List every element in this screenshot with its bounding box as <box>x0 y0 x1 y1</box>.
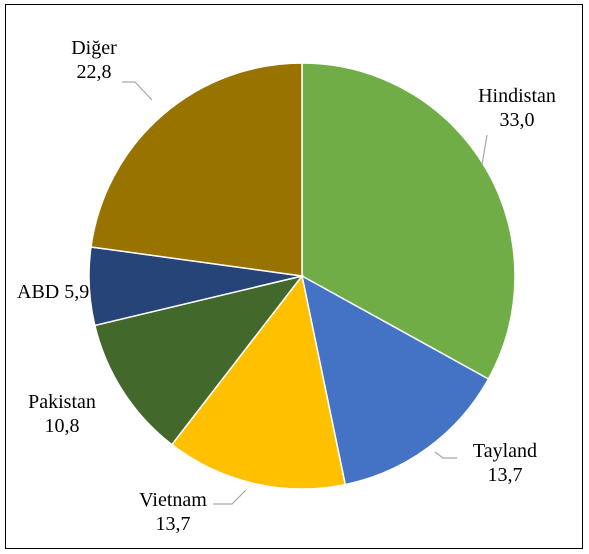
slice-name: Tayland <box>473 440 537 462</box>
slice-value: 13,7 <box>156 513 191 535</box>
slice-label-abd: ABD 5,9 <box>17 281 89 303</box>
pie-slice-hindistan <box>301 62 516 381</box>
slice-name: Hindistan <box>478 85 556 107</box>
slice-label-hindistan: Hindistan 33,0 <box>478 85 556 131</box>
slice-value: 10,8 <box>45 415 80 437</box>
pie-slices <box>88 62 516 490</box>
slice-value: 13,7 <box>488 464 523 486</box>
slice-label-diğer: Diğer 22,8 <box>71 37 117 83</box>
slice-label-vietnam: Vietnam 13,7 <box>139 489 207 535</box>
slice-label-pakistan: Pakistan 10,8 <box>28 391 96 437</box>
leader-lines <box>122 81 488 505</box>
slice-label-tayland: Tayland 13,7 <box>473 440 537 486</box>
pie-slice-diğer <box>90 62 303 277</box>
pie-slice-pakistan <box>93 274 304 446</box>
slice-name: Diğer <box>71 37 117 59</box>
leader-line-hindistan <box>481 134 488 166</box>
slice-name: Pakistan <box>28 391 96 413</box>
leader-line-tayland <box>434 451 457 459</box>
slice-value: 22,8 <box>77 61 112 83</box>
slice-value: 33,0 <box>500 109 535 131</box>
pie-slice-vietnam <box>170 274 347 490</box>
leader-line-vietnam <box>213 489 247 505</box>
pie-slice-tayland <box>300 274 490 486</box>
slice-name: Vietnam <box>139 489 207 511</box>
leader-line-diğer <box>122 81 153 101</box>
